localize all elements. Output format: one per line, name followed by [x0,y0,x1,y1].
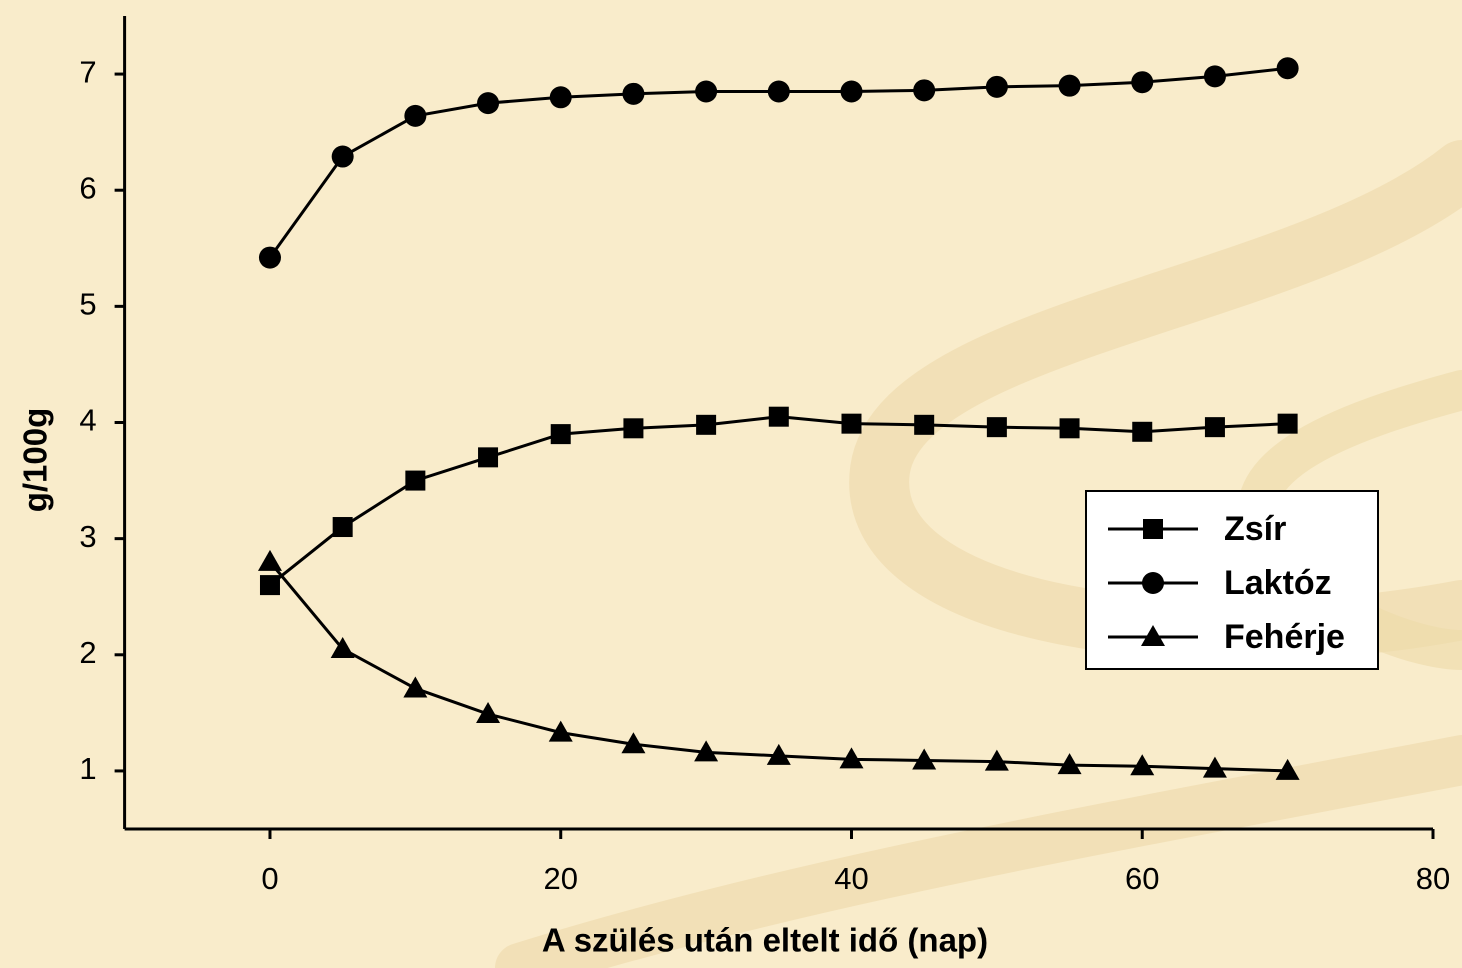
marker-square [405,471,425,491]
x-tick-label: 20 [543,861,577,896]
marker-circle [332,146,354,168]
marker-square [841,414,861,434]
y-tick-label: 5 [79,287,96,322]
y-axis-title: g/100g [17,408,54,513]
marker-square [551,424,571,444]
marker-circle [986,76,1008,98]
marker-circle [840,80,862,102]
x-axis-title: A szülés után eltelt idő (nap) [542,922,988,959]
y-tick-label: 2 [79,635,96,670]
marker-circle [913,79,935,101]
marker-circle [477,92,499,114]
marker-circle [768,80,790,102]
marker-square [696,415,716,435]
y-tick-label: 7 [79,54,96,89]
x-tick-label: 40 [834,861,868,896]
marker-square [1132,422,1152,442]
y-tick-label: 4 [79,403,96,438]
marker-circle [1277,57,1299,79]
y-tick-label: 6 [79,170,96,205]
marker-triangle [258,550,282,571]
marker-square [478,447,498,467]
marker-circle [1131,71,1153,93]
marker-square [260,575,280,595]
marker-square [914,415,934,435]
marker-triangle [403,676,427,697]
marker-square [623,418,643,438]
x-tick-label: 0 [261,861,278,896]
chart: A szülés után eltelt idő (nap) g/100g 1 2… [0,0,1462,968]
y-tick-label: 1 [79,751,96,786]
marker-square [1143,519,1163,539]
marker-square [987,417,1007,437]
legend-label: Fehérje [1224,618,1345,656]
marker-square [1205,417,1225,437]
marker-square [333,517,353,537]
marker-circle [1142,572,1164,594]
legend-label: Zsír [1224,510,1286,548]
marker-circle [404,105,426,127]
marker-circle [259,247,281,269]
marker-circle [550,86,572,108]
legend-label: Laktóz [1224,564,1332,602]
x-tick-label: 60 [1125,861,1159,896]
marker-circle [1204,65,1226,87]
legend: Zsír Laktóz Fehérje [1086,491,1378,669]
x-tick-label: 80 [1416,861,1450,896]
marker-circle [695,80,717,102]
marker-square [769,407,789,427]
y-tick-label: 3 [79,519,96,554]
marker-square [1278,414,1298,434]
marker-circle [622,83,644,105]
marker-square [1060,418,1080,438]
marker-circle [1059,75,1081,97]
